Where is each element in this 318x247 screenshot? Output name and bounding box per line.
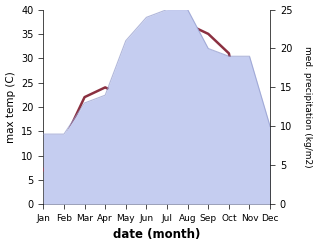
Y-axis label: max temp (C): max temp (C) bbox=[5, 71, 16, 143]
X-axis label: date (month): date (month) bbox=[113, 228, 200, 242]
Y-axis label: med. precipitation (kg/m2): med. precipitation (kg/m2) bbox=[303, 46, 313, 168]
